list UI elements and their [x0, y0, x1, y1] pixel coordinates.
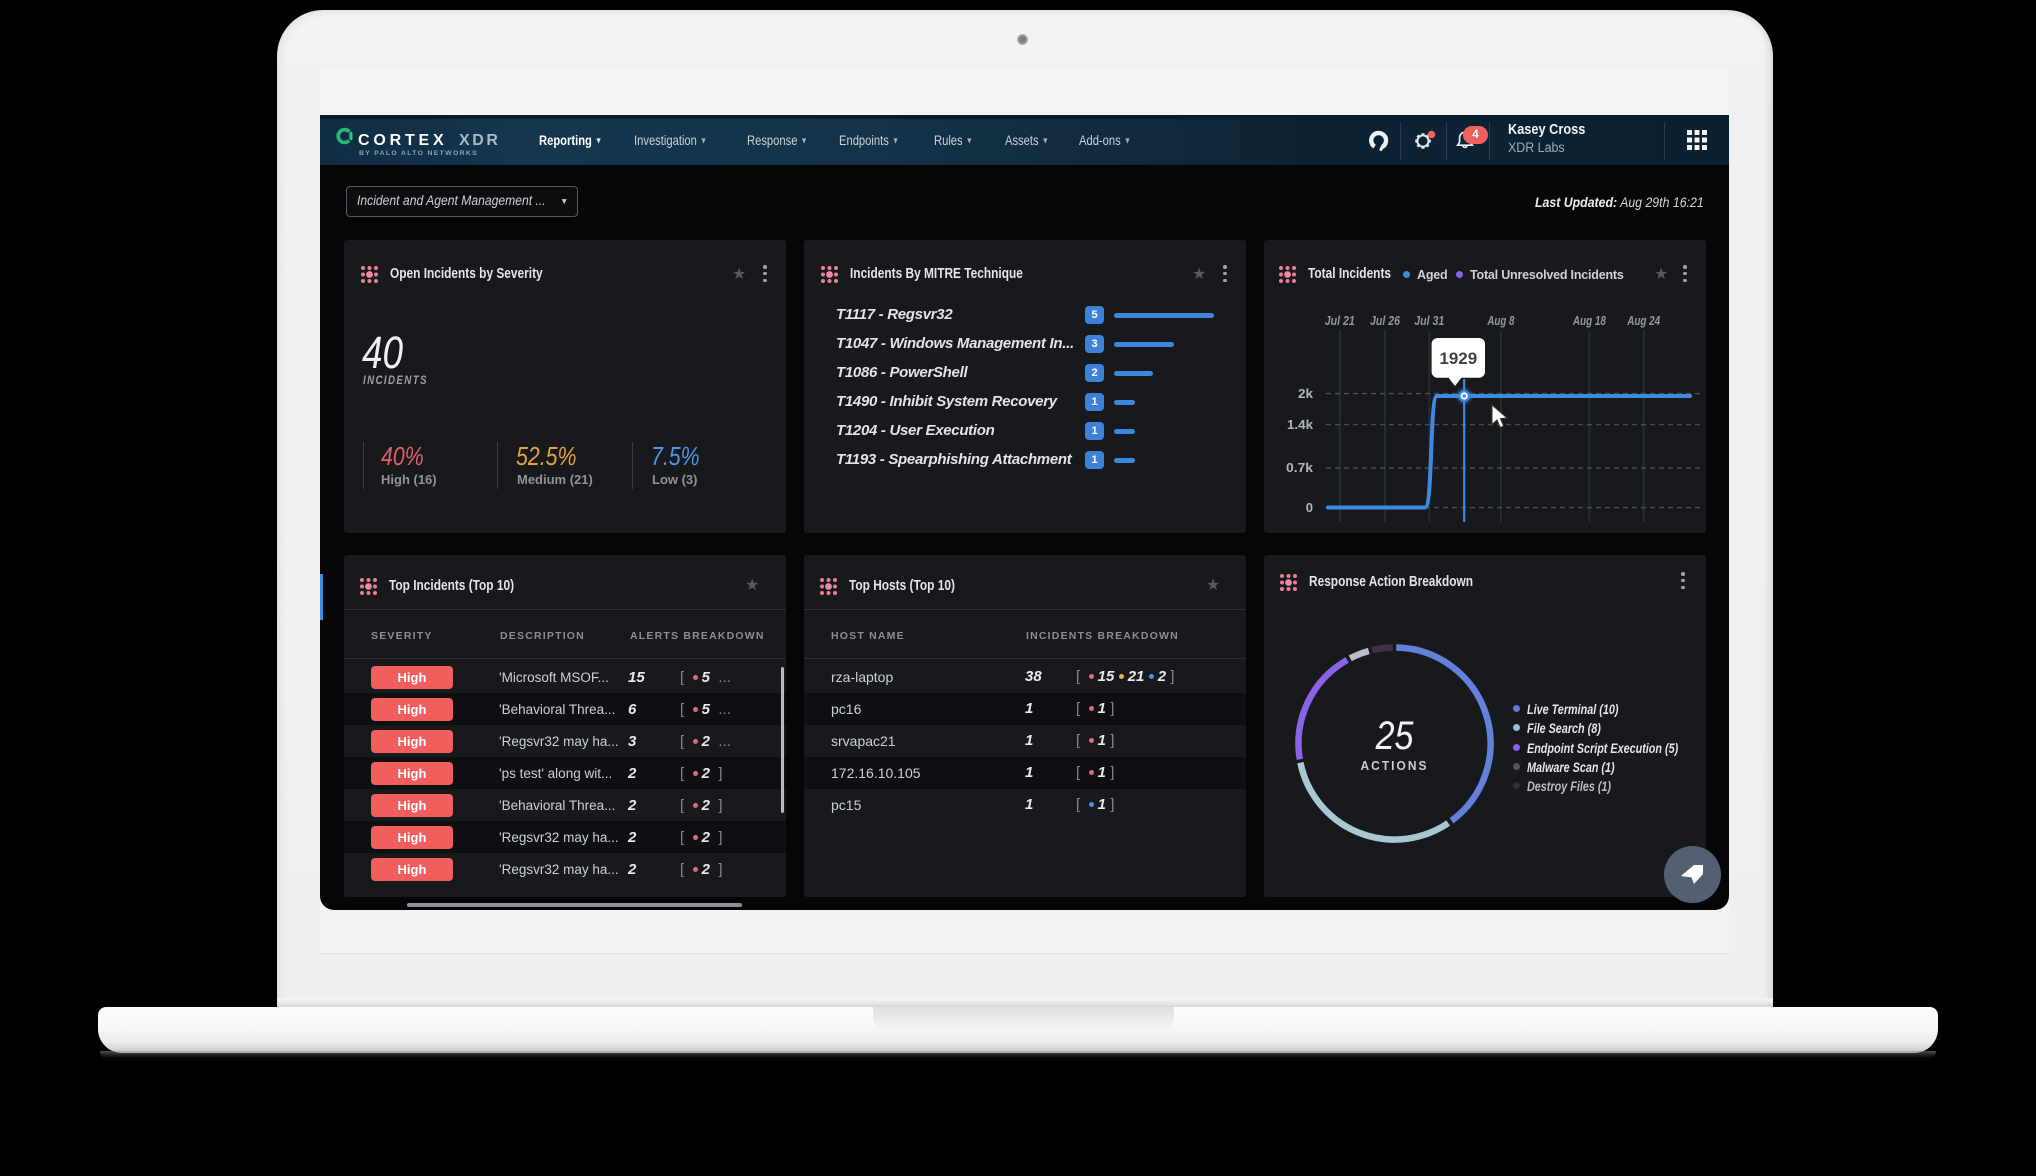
svg-text:1.4k: 1.4k: [1287, 417, 1314, 432]
svg-text:Aug 24: Aug 24: [1626, 313, 1660, 328]
svg-text:Aug 18: Aug 18: [1572, 313, 1606, 328]
svg-text:Jul 21: Jul 21: [1325, 313, 1355, 328]
svg-text:Jul 31: Jul 31: [1414, 313, 1444, 328]
svg-text:1929: 1929: [1439, 349, 1477, 368]
svg-text:0.7k: 0.7k: [1286, 460, 1314, 475]
svg-text:0: 0: [1306, 500, 1313, 515]
svg-text:Jul 26: Jul 26: [1370, 313, 1401, 328]
svg-text:2k: 2k: [1298, 386, 1314, 401]
svg-text:Aug 8: Aug 8: [1487, 313, 1515, 328]
